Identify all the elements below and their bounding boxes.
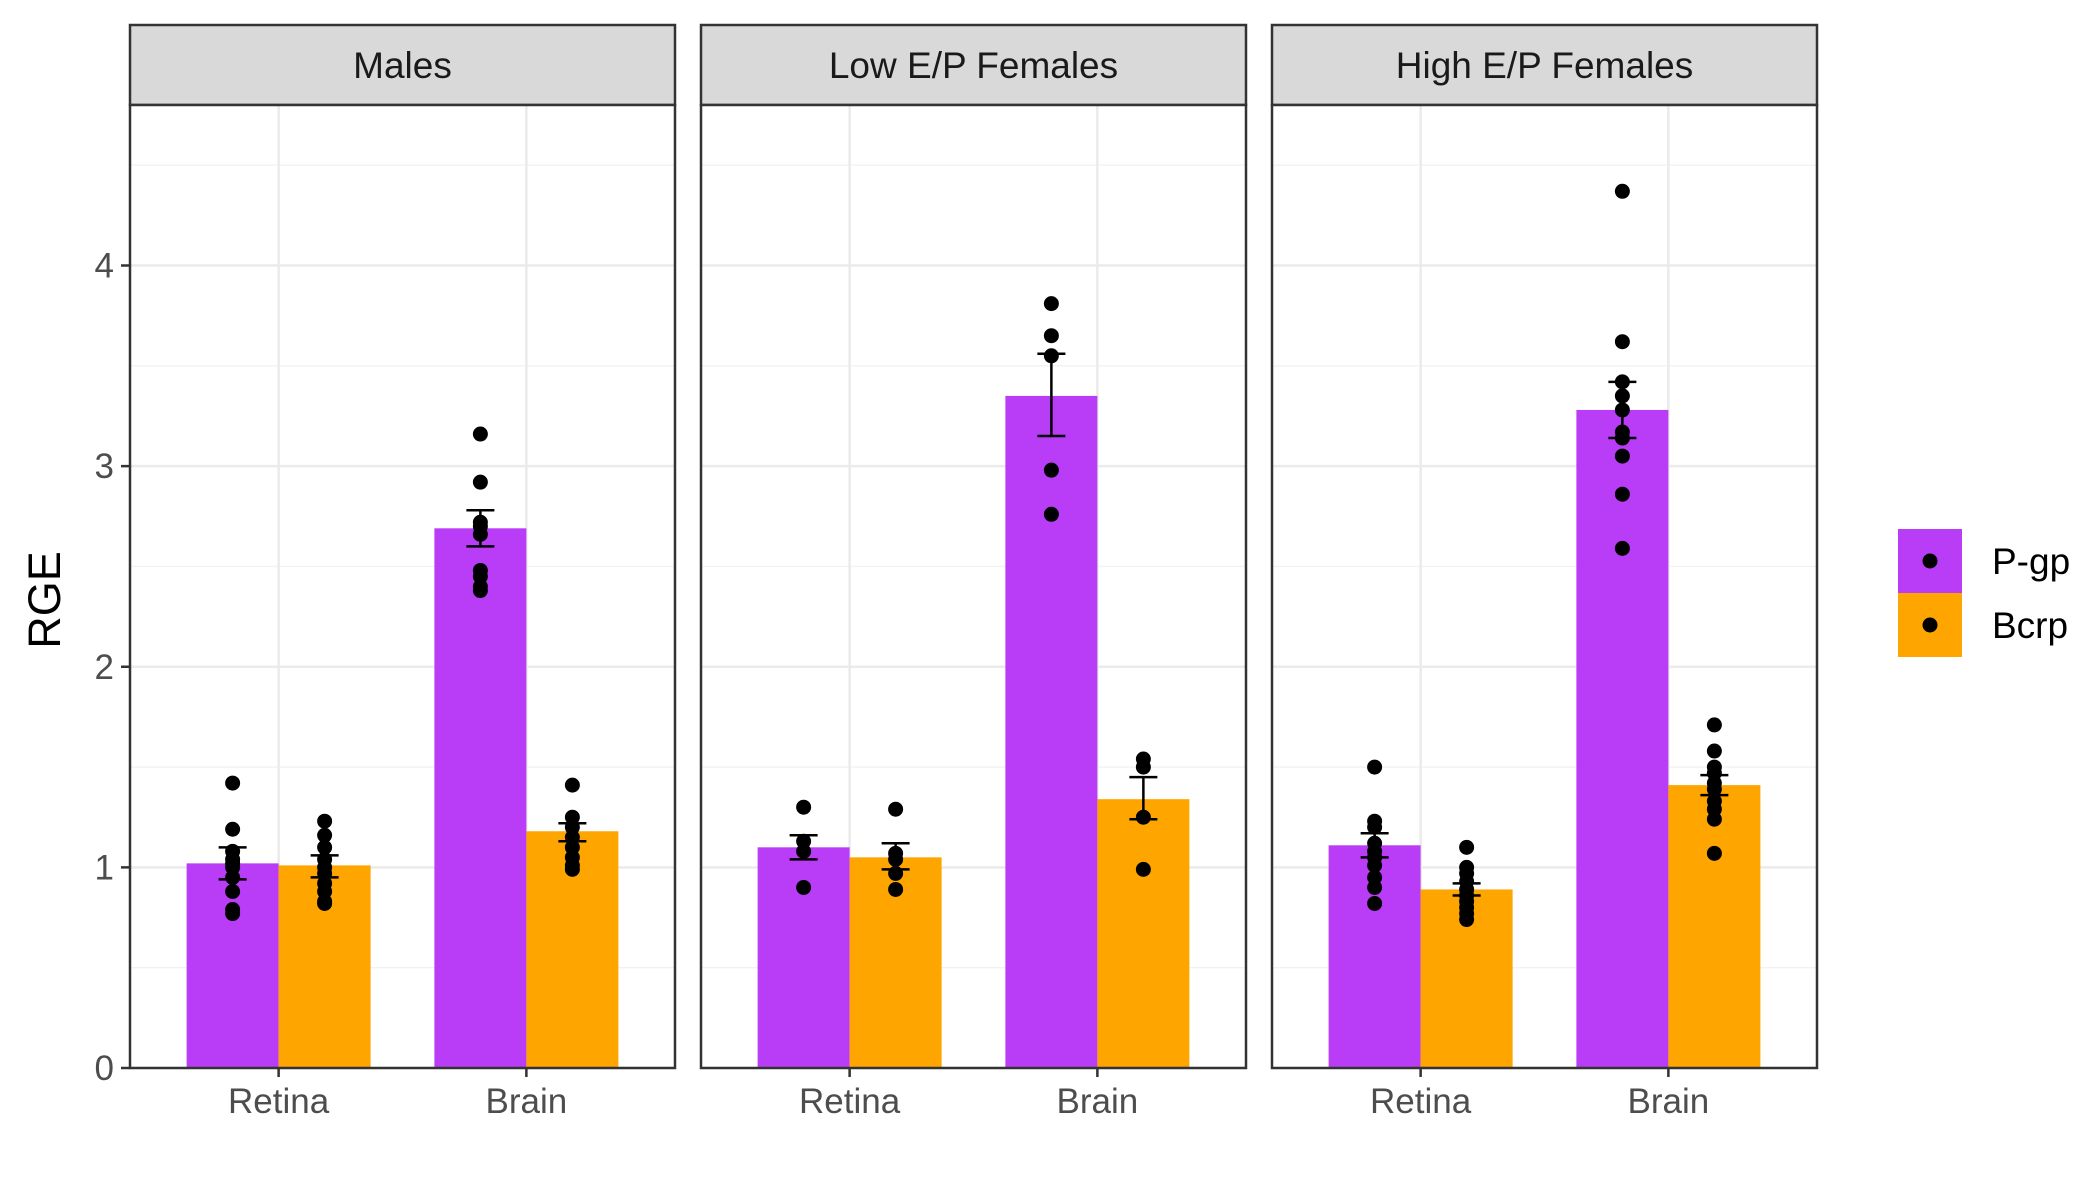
x-tick-label: Brain — [1628, 1082, 1710, 1121]
data-point — [564, 861, 580, 877]
data-point — [472, 474, 488, 490]
data-point — [1614, 334, 1630, 350]
data-point — [1706, 845, 1722, 861]
data-point — [1706, 781, 1722, 797]
data-point — [1614, 183, 1630, 199]
data-point — [1614, 402, 1630, 418]
data-point — [1043, 506, 1059, 522]
y-tick-label: 1 — [95, 848, 114, 887]
data-point — [1135, 759, 1151, 775]
x-tick-label: Retina — [799, 1082, 901, 1121]
data-point — [1367, 819, 1383, 835]
bar-p-gp — [434, 528, 527, 1068]
legend-label: P-gp — [1992, 541, 2070, 582]
data-point — [564, 777, 580, 793]
data-point — [796, 843, 812, 859]
data-point — [1614, 540, 1630, 556]
data-point — [1459, 839, 1475, 855]
legend-label: Bcrp — [1992, 605, 2068, 646]
data-point — [225, 775, 241, 791]
data-point — [796, 879, 812, 895]
data-point — [1043, 328, 1059, 344]
data-point — [472, 583, 488, 599]
facet-panel: High E/P Females Retina Brain — [1270, 23, 1819, 1121]
data-point — [1614, 374, 1630, 390]
data-point — [1043, 296, 1059, 312]
panel-border — [128, 103, 677, 1070]
facet-strip — [1270, 23, 1819, 107]
data-point — [1706, 743, 1722, 759]
x-tick-label: Retina — [1370, 1082, 1472, 1121]
data-point — [1135, 861, 1151, 877]
x-tick-label: Brain — [1057, 1082, 1139, 1121]
y-tick-label: 4 — [95, 247, 114, 286]
bar-p-gp — [1005, 395, 1098, 1068]
x-tick-label: Retina — [228, 1082, 330, 1121]
x-tick-label: Brain — [486, 1082, 568, 1121]
data-point — [1367, 857, 1383, 873]
facet-strip-label: High E/P Females — [1396, 45, 1694, 86]
data-point — [796, 799, 812, 815]
bar-p-gp — [1576, 409, 1669, 1068]
legend-key-point — [1922, 617, 1938, 633]
data-point — [225, 906, 241, 922]
bar-bcrp — [1668, 785, 1761, 1068]
data-point — [1706, 717, 1722, 733]
data-point — [888, 865, 904, 881]
data-point — [1367, 895, 1383, 911]
data-point — [1367, 879, 1383, 895]
facet-strip-label: Males — [353, 45, 452, 86]
data-point — [888, 801, 904, 817]
y-tick-label: 3 — [95, 447, 114, 486]
facet-strip — [128, 23, 677, 107]
data-point — [1459, 912, 1475, 928]
y-axis-title: RGE — [19, 551, 70, 649]
legend-item: Bcrp — [1898, 593, 2068, 657]
facet-strip-label: Low E/P Females — [829, 45, 1118, 86]
data-point — [888, 881, 904, 897]
facet-panel: Low E/P Females Retina Brain — [699, 23, 1248, 1121]
data-point — [1614, 448, 1630, 464]
legend-item: P-gp — [1898, 529, 2070, 593]
data-point — [225, 821, 241, 837]
y-axis: 0 1 2 3 4 — [95, 247, 130, 1088]
data-point — [1614, 388, 1630, 404]
data-point — [317, 813, 333, 829]
panel-border — [699, 103, 1248, 1070]
data-point — [317, 895, 333, 911]
data-point — [1367, 759, 1383, 775]
legend-key-point — [1922, 553, 1938, 569]
data-point — [1614, 486, 1630, 502]
facet-panel: Males Retina Brain — [128, 23, 677, 1121]
data-point — [1614, 430, 1630, 446]
y-tick-label: 0 — [95, 1049, 114, 1088]
data-point — [1706, 811, 1722, 827]
data-point — [472, 426, 488, 442]
panels-layer: Males Retina Brain Low E/P Females Retina Bra… — [128, 23, 1819, 1121]
data-point — [225, 869, 241, 885]
data-point — [888, 851, 904, 867]
legend: P-gp Bcrp — [1898, 529, 2070, 657]
data-point — [225, 883, 241, 899]
bar-bcrp — [1097, 799, 1190, 1068]
data-point — [1043, 348, 1059, 364]
y-tick-label: 2 — [95, 648, 114, 687]
data-point — [317, 827, 333, 843]
data-point — [472, 526, 488, 542]
data-point — [1135, 809, 1151, 825]
data-point — [317, 839, 333, 855]
panel-border — [1270, 103, 1819, 1070]
facet-strip — [699, 23, 1248, 107]
data-point — [1043, 462, 1059, 478]
